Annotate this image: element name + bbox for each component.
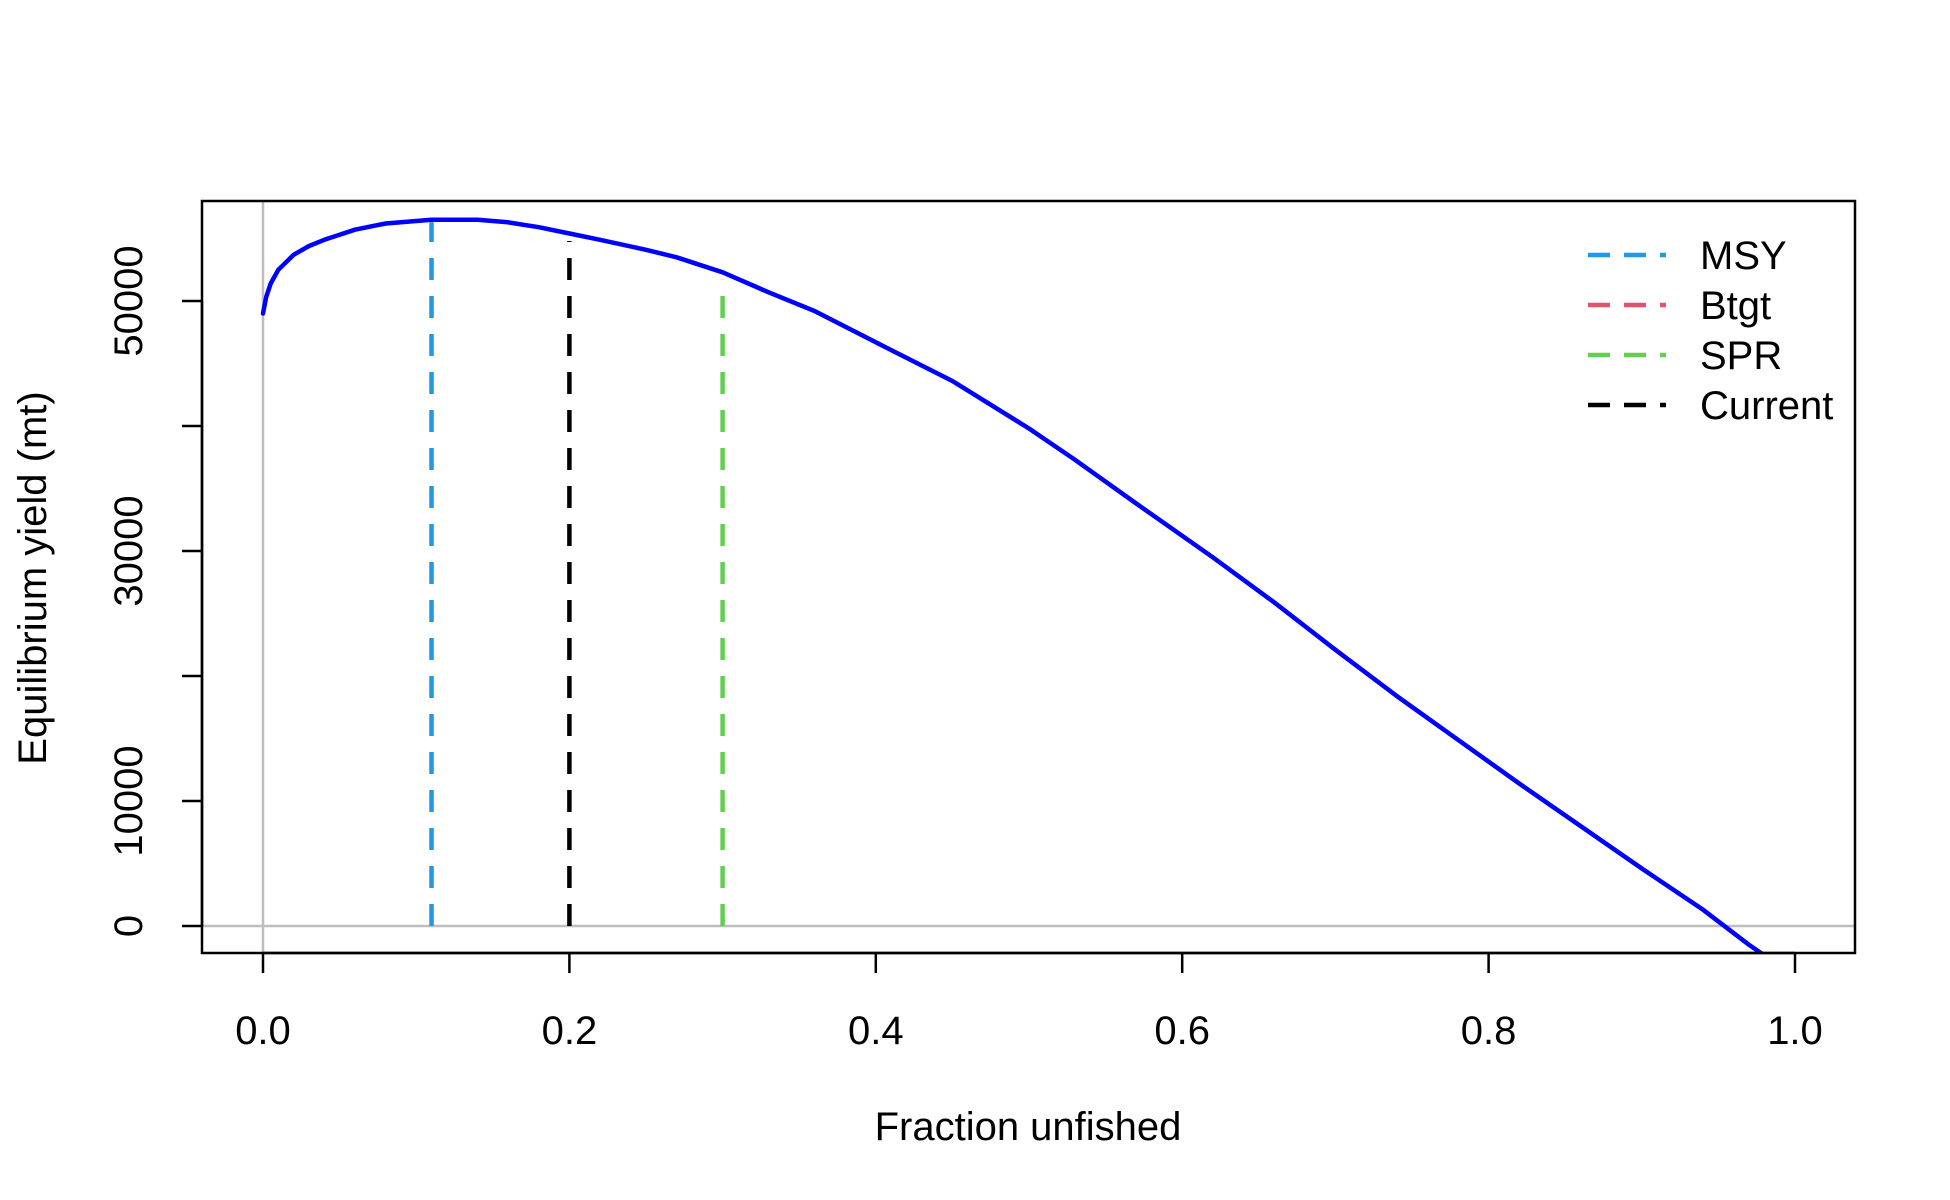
x-tick-label: 0.2	[542, 1009, 598, 1053]
y-tick-label: 50000	[107, 245, 151, 356]
x-axis-title: Fraction unfished	[875, 1105, 1182, 1149]
legend-label-spr: SPR	[1700, 334, 1782, 378]
x-tick-label: 0.4	[848, 1009, 904, 1053]
y-tick-label: 30000	[107, 495, 151, 606]
y-tick-label: 0	[107, 915, 151, 937]
x-tick-label: 0.0	[235, 1009, 291, 1053]
x-axis: 0.0 0.2 0.4 0.6 0.8 1.0	[235, 951, 1823, 1053]
legend-label-current: Current	[1700, 384, 1833, 428]
x-tick-label: 1.0	[1767, 1009, 1823, 1053]
x-tick-label: 0.6	[1154, 1009, 1210, 1053]
y-tick-label: 10000	[107, 745, 151, 856]
plot-frame	[200, 199, 1857, 955]
x-tick-label: 0.8	[1461, 1009, 1517, 1053]
reference-vlines	[429, 222, 725, 926]
legend-label-msy: MSY	[1700, 234, 1787, 278]
y-axis-title: Equilibrium yield (mt)	[11, 391, 55, 764]
yield-curve	[260, 217, 1765, 953]
y-axis: 0 10000 30000 50000	[107, 245, 204, 937]
legend-label-btgt: Btgt	[1700, 284, 1771, 328]
legend: MSY Btgt SPR Current	[1588, 234, 1833, 428]
